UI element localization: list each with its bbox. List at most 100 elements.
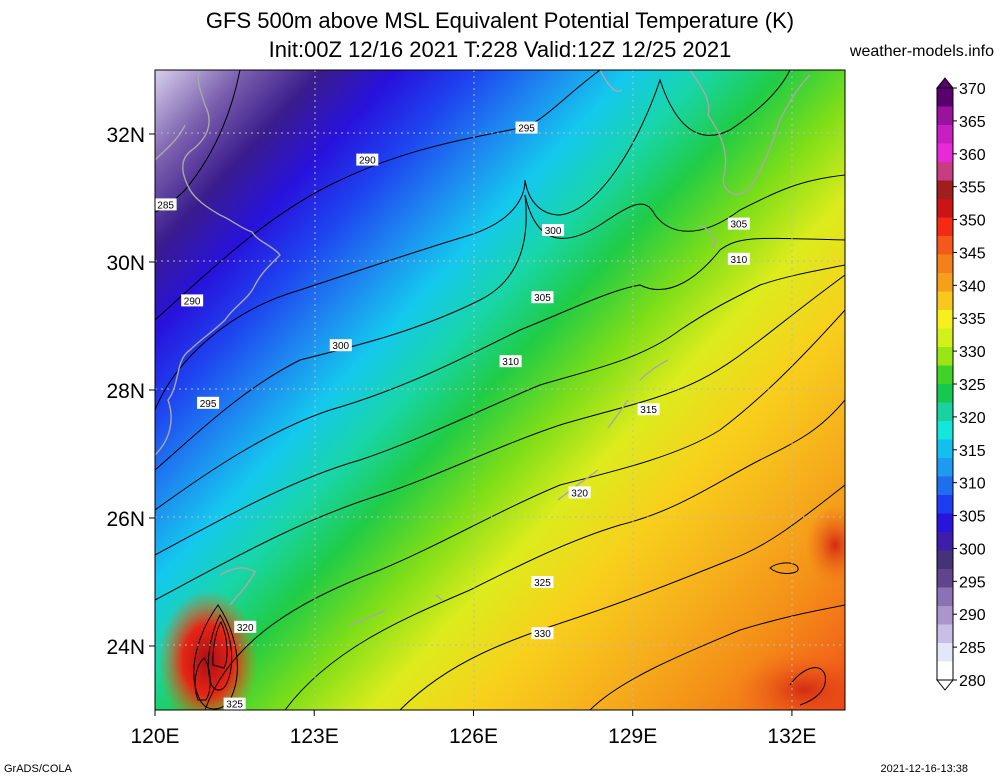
contour-label-text: 305: [534, 293, 551, 304]
contour-label-layer: 295 290 285 300 305 310 290 305 300 310 295 315 320 3…: [155, 121, 750, 711]
lat-tick-label: 26N: [106, 508, 145, 531]
lon-tick-label: 123E: [290, 725, 339, 748]
contour-label-text: 310: [731, 255, 748, 266]
colorbar-swatch: [937, 532, 953, 551]
colorbar-label: 365: [959, 114, 986, 131]
lat-tick-label: 24N: [106, 636, 145, 659]
colorbar-swatch: [937, 661, 953, 681]
contour-label-text: 310: [502, 357, 519, 368]
contour-label-text: 300: [332, 341, 349, 352]
contour-label-box: [197, 396, 220, 409]
colorbar-label: 320: [959, 410, 986, 427]
axis-layer: 32N 30N 28N 26N 24N 120E 123E 126E 129E 132E: [106, 124, 816, 748]
hot-cell-east: [805, 505, 845, 585]
colorbar-swatch: [937, 384, 953, 403]
lat-tick-label: 28N: [106, 380, 145, 403]
gridlines: [155, 70, 845, 710]
theta-e-field: [155, 70, 845, 710]
contour-label-box: [531, 291, 554, 304]
contour-label: 300: [329, 339, 352, 352]
lat-tick-label: 30N: [106, 252, 145, 275]
chart-subtitle: Init:00Z 12/16 2021 T:228 Valid:12Z 12/2…: [268, 37, 732, 62]
colorbar-swatch: [937, 273, 953, 292]
contour-label-text: 325: [226, 700, 243, 711]
colorbar-swatch: [937, 162, 953, 181]
colorbar-label: 355: [959, 180, 986, 197]
contour-label: 290: [181, 294, 204, 307]
colorbar-label: 345: [959, 245, 986, 262]
contour-label-box: [223, 697, 246, 710]
contour-label-text: 325: [534, 578, 551, 589]
colorbar-swatch: [937, 439, 953, 459]
contour-label-box: [727, 252, 750, 265]
contour-label-box: [181, 294, 204, 307]
hot-cell-southeast: [735, 650, 845, 710]
colorbar-label: 370: [959, 81, 986, 98]
colorbar-swatch: [937, 606, 953, 625]
coastlines: [155, 70, 811, 626]
contour-label: 300: [542, 224, 565, 237]
contour-label: 320: [568, 486, 591, 499]
contour-label-box: [515, 121, 538, 134]
site-credit: weather-models.info: [849, 43, 994, 60]
colorbar-swatch: [937, 328, 953, 348]
colorbar-swatch: [937, 624, 953, 644]
colorbar-swatch: [937, 643, 953, 662]
colorbar-label: 280: [959, 673, 986, 690]
contour-label-text: 305: [731, 220, 748, 231]
lon-tick-label: 129E: [608, 725, 657, 748]
colorbar-label: 315: [959, 443, 986, 460]
contour-label: 295: [515, 121, 538, 135]
field-layer: 295 290 285 300 305 310 290 305 300 310 295 315 320 3…: [155, 70, 845, 711]
contour-label-text: 300: [545, 226, 562, 237]
contour-label: 305: [531, 291, 554, 304]
colorbar-swatch: [937, 458, 953, 477]
contour-label: 305: [727, 217, 750, 231]
colorbar-label: 330: [959, 344, 986, 361]
contour-label: 325: [531, 576, 554, 589]
contour-label-text: 315: [640, 405, 657, 416]
contour-label-box: [499, 355, 522, 368]
lon-tick-label: 120E: [130, 725, 179, 748]
contour-label: 290: [356, 153, 379, 167]
footer-timestamp: 2021-12-16-13:38: [880, 763, 968, 775]
colorbar-label: 310: [959, 476, 986, 493]
colorbar-label: 360: [959, 147, 986, 164]
contour-label-box: [727, 217, 750, 230]
contour-label: 310: [499, 355, 522, 368]
colorbar-bottom-arrow: [935, 679, 955, 691]
contour-label: 330: [531, 627, 554, 640]
colorbar-label: 285: [959, 640, 986, 657]
contour-label-text: 330: [534, 629, 551, 640]
colorbar-swatch: [937, 291, 953, 311]
colorbar-swatch: [937, 421, 953, 440]
contour-label: 325: [223, 697, 246, 711]
contour-label-text: 320: [571, 488, 588, 499]
contour-label-box: [234, 620, 257, 633]
isotherm-contours: [155, 70, 845, 710]
colorbar-label: 335: [959, 311, 986, 328]
contour-label-box: [531, 576, 554, 588]
colorbar-label: 350: [959, 213, 986, 230]
footer-software: GrADS/COLA: [4, 763, 72, 775]
lon-tick-label: 132E: [767, 725, 816, 748]
contour-label-box: [356, 153, 379, 166]
contour-label-text: 295: [518, 124, 535, 135]
colorbar-swatch: [937, 180, 953, 200]
colorbar-label: 325: [959, 377, 986, 394]
contour-label-text: 320: [237, 623, 254, 634]
contour-label-box: [531, 627, 554, 640]
colorbar-swatch: [937, 143, 953, 163]
colorbar-swatch: [937, 199, 953, 218]
colorbar-swatch: [937, 513, 953, 533]
colorbar-swatch: [937, 310, 953, 329]
colorbar-label: 305: [959, 509, 986, 526]
colorbar-label: 340: [959, 278, 986, 295]
colorbar-swatch: [937, 254, 953, 274]
colorbar-swatch: [937, 106, 953, 126]
colorbar-swatch: [937, 236, 953, 255]
colorbar-swatch: [937, 495, 953, 514]
colorbar-swatch: [937, 217, 953, 237]
colorbar-top-arrow: [935, 77, 955, 89]
colorbar-swatch: [937, 88, 953, 107]
